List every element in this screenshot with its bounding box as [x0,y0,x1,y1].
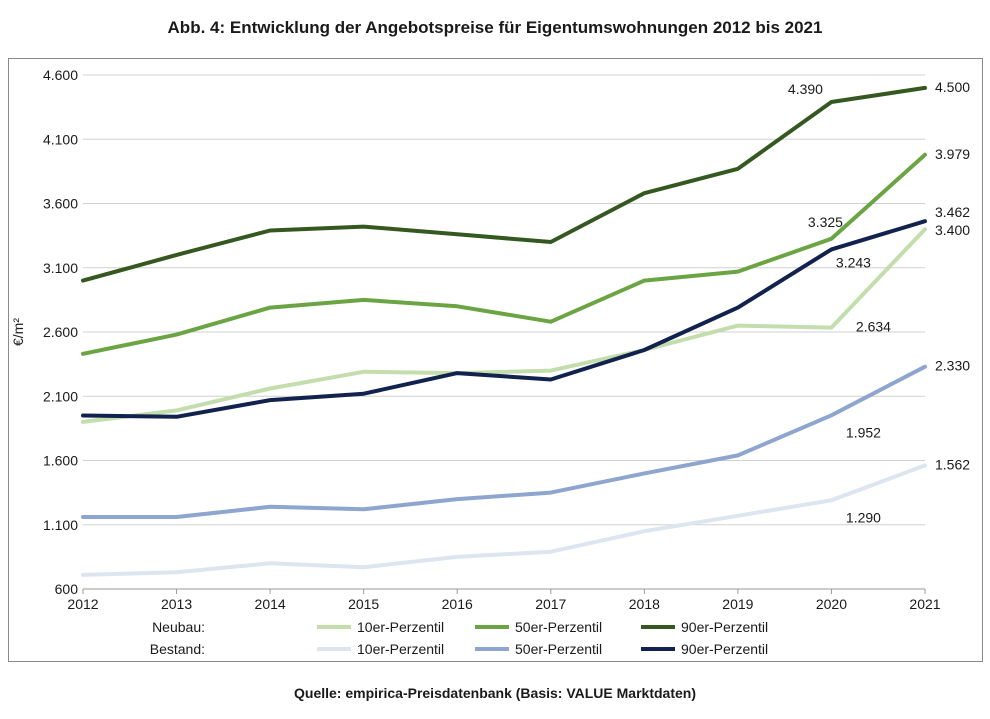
legend-label: 10er-Perzentil [357,641,444,657]
y-tick-label: 1.100 [43,517,78,533]
y-tick-label: 600 [55,581,79,597]
legend-label: 10er-Perzentil [357,619,444,635]
series-line-bestand-10er-perzentil [81,463,927,577]
source-note: Quelle: empirica-Preisdatenbank (Basis: … [294,685,696,701]
series-line-neubau-90er-perzentil [81,85,927,283]
x-tick-label: 2016 [442,596,473,612]
legend-group-label: Bestand: [150,641,205,657]
series-line-bestand-50er-perzentil [81,364,927,519]
data-label: 3.979 [935,146,970,162]
series-line-neubau-10er-perzentil [81,227,927,424]
x-tick-label: 2015 [348,596,379,612]
series-line-bestand-90er-perzentil [81,219,927,419]
data-label: 2.634 [856,319,891,335]
chart-title: Abb. 4: Entwicklung der Angebotspreise f… [167,18,823,37]
legend-label: 90er-Perzentil [681,619,768,635]
y-tick-label: 2.600 [43,324,78,340]
y-axis-label: €/m² [10,318,26,346]
y-tick-label: 4.600 [43,67,78,83]
legend-label: 50er-Perzentil [515,641,602,657]
chart-frame: 600 1.100 1.600 2.100 2.600 3.100 3.600 4.100 4.… [8,58,983,662]
x-tick-label: 2017 [535,596,566,612]
data-label: 1.290 [846,509,881,525]
x-tick-label: 2012 [67,596,98,612]
x-tick-label: 2013 [161,596,192,612]
data-label: 3.400 [935,222,970,238]
x-tick-label: 2018 [629,596,660,612]
data-label: 3.325 [808,214,843,230]
data-label: 4.500 [935,79,970,95]
legend-label: 90er-Perzentil [681,641,768,657]
y-tick-label: 1.600 [43,453,78,469]
data-label: 1.562 [935,456,970,472]
line-chart: 600 1.100 1.600 2.100 2.600 3.100 3.600 4.100 4.… [10,67,970,657]
data-label: 3.462 [935,204,970,220]
x-tick-label: 2019 [722,596,753,612]
data-label: 1.952 [846,424,881,440]
data-label: 2.330 [935,358,970,374]
x-tick-label: 2020 [816,596,847,612]
y-tick-label: 2.100 [43,388,78,404]
x-tick-label: 2014 [255,596,286,612]
y-tick-label: 3.100 [43,260,78,276]
x-tick-label: 2021 [909,596,940,612]
y-tick-label: 3.600 [43,196,78,212]
data-label: 3.243 [836,254,871,270]
data-label: 4.390 [788,81,823,97]
legend-label: 50er-Perzentil [515,619,602,635]
legend-group-label: Neubau: [152,619,205,635]
y-tick-label: 4.100 [43,131,78,147]
series-line-neubau-50er-perzentil [81,152,927,356]
